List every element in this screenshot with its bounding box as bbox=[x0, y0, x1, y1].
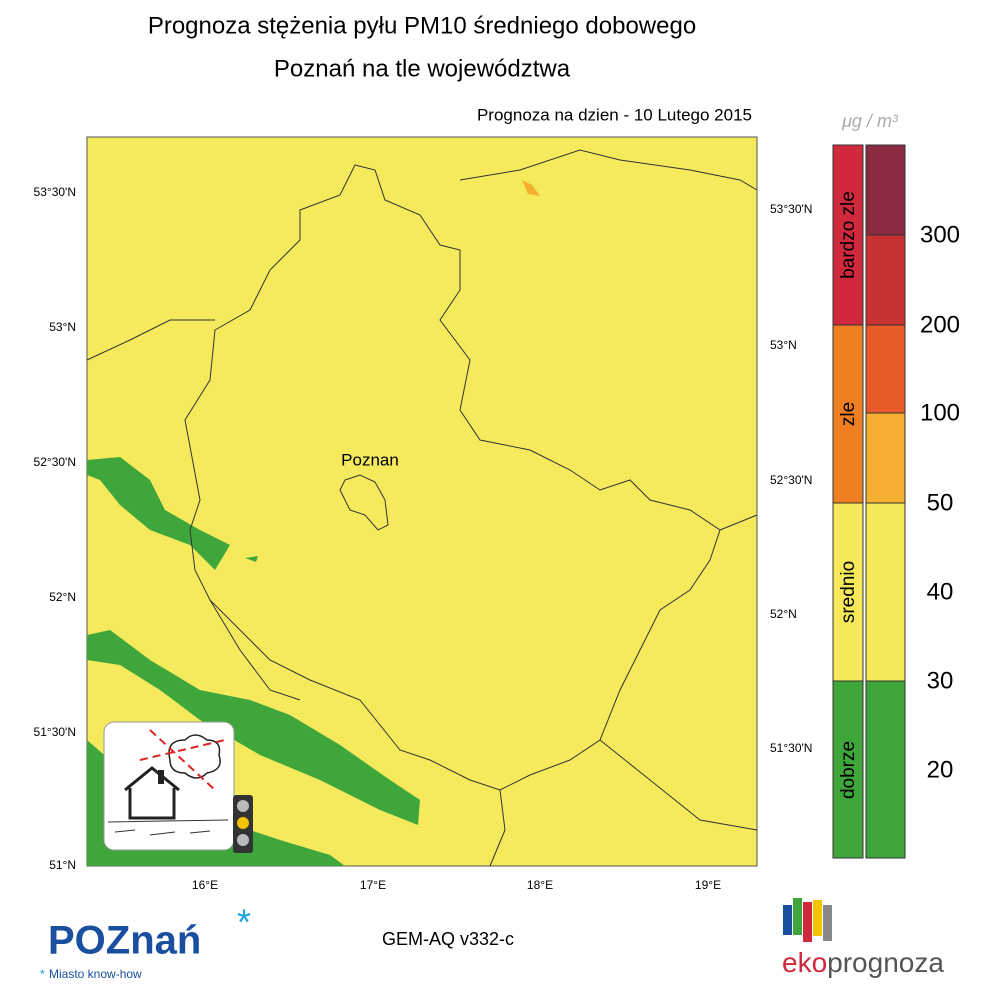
level-label: 40 bbox=[927, 578, 954, 605]
green-area bbox=[87, 630, 420, 825]
lat-label: 52°N bbox=[770, 607, 797, 621]
lat-label: 53°30'N bbox=[34, 185, 76, 199]
level-lines bbox=[833, 144, 906, 859]
lat-label: 51°30'N bbox=[770, 741, 812, 755]
poznan-logo-text: POZnań bbox=[48, 919, 201, 963]
poznan-logo: POZnań * * Miasto know-how bbox=[40, 902, 251, 982]
category-band bbox=[833, 503, 863, 681]
lon-label: 16°E bbox=[192, 878, 218, 892]
level-label: 300 bbox=[920, 221, 960, 248]
city-label: Poznan bbox=[341, 450, 399, 469]
lat-label: 51°30'N bbox=[34, 725, 76, 739]
lon-labels: 16°E 17°E 18°E 19°E bbox=[192, 878, 721, 892]
borders bbox=[86, 149, 758, 867]
orange-spot bbox=[522, 180, 540, 196]
category-band bbox=[833, 145, 863, 325]
lon-label: 17°E bbox=[360, 878, 386, 892]
ekoprognoza-logo: ekoprognoza bbox=[782, 898, 944, 978]
title: Prognoza stężenia pyłu PM10 średniego do… bbox=[148, 12, 696, 39]
unit: μg / m³ bbox=[841, 111, 899, 131]
level-band bbox=[866, 503, 905, 681]
level-band bbox=[866, 681, 905, 858]
category-frame bbox=[832, 144, 864, 859]
category-label: srednio bbox=[838, 561, 859, 623]
date-label: Prognoza na dzien - 10 Lutego 2015 bbox=[477, 105, 752, 124]
lon-label: 18°E bbox=[527, 878, 553, 892]
lat-label: 51°N bbox=[49, 858, 76, 872]
level-labels: 300 200 100 50 40 30 20 bbox=[920, 221, 960, 783]
poznan-asterisk: * bbox=[237, 902, 251, 943]
lat-label: 52°30'N bbox=[770, 473, 812, 487]
ekoprognoza-text: ekoprognoza bbox=[782, 947, 944, 978]
poznan-asterisk-small: * bbox=[40, 967, 45, 981]
level-label: 100 bbox=[920, 399, 960, 426]
lon-label: 19°E bbox=[695, 878, 721, 892]
green-area bbox=[245, 556, 258, 562]
level-label: 20 bbox=[927, 756, 954, 783]
lat-label: 53°N bbox=[49, 320, 76, 334]
model-label: GEM-AQ v332-c bbox=[382, 929, 514, 949]
level-label: 200 bbox=[920, 311, 960, 338]
eko-suffix: prognoza bbox=[827, 947, 944, 978]
poznan-tagline: Miasto know-how bbox=[49, 967, 142, 981]
level-label: 30 bbox=[927, 667, 954, 694]
level-band bbox=[866, 413, 905, 503]
lat-labels-right: 53°30'N 53°N 52°30'N 52°N 51°30'N bbox=[770, 202, 812, 755]
category-labels: bardzo zle zle srednio dobrze bbox=[838, 191, 859, 799]
level-band bbox=[866, 325, 905, 413]
map: Poznan 53°30'N 53°N 52°30'N 52°N 51°30'N… bbox=[34, 136, 812, 892]
level-band bbox=[866, 235, 905, 325]
level-label: 50 bbox=[927, 489, 954, 516]
smog-icon bbox=[103, 721, 253, 853]
eko-prefix: eko bbox=[782, 947, 827, 978]
category-band bbox=[833, 681, 863, 858]
lat-label: 53°N bbox=[770, 338, 797, 352]
subtitle: Poznań na tle województwa bbox=[274, 55, 571, 82]
lat-label: 52°N bbox=[49, 590, 76, 604]
category-label: dobrze bbox=[838, 741, 859, 799]
category-band bbox=[833, 325, 863, 503]
lat-label: 52°30'N bbox=[34, 455, 76, 469]
lat-label: 53°30'N bbox=[770, 202, 812, 216]
category-label: bardzo zle bbox=[838, 191, 859, 279]
lat-labels-left: 53°30'N 53°N 52°30'N 52°N 51°30'N 51°N bbox=[34, 185, 76, 872]
level-band bbox=[866, 145, 905, 235]
colorbar: bardzo zle zle srednio dobrze 300 200 10… bbox=[832, 144, 960, 859]
green-area bbox=[87, 457, 230, 570]
category-label: zle bbox=[838, 402, 859, 426]
